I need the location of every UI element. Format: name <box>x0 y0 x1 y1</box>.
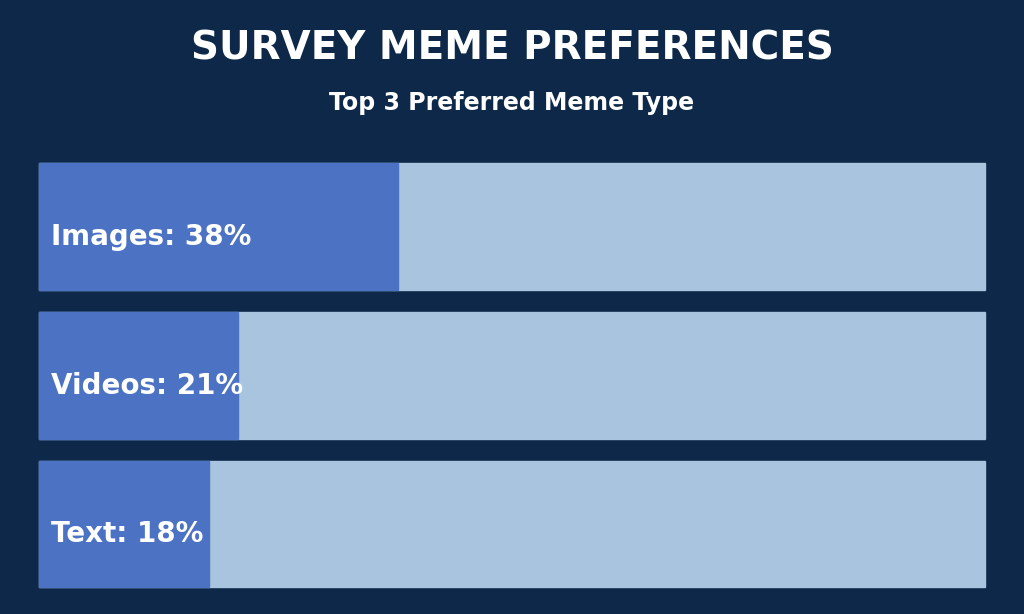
Bar <box>39 312 985 439</box>
Bar <box>39 460 209 588</box>
Bar <box>39 163 398 290</box>
Bar <box>39 163 985 290</box>
Text: Images: 38%: Images: 38% <box>51 223 252 251</box>
Bar <box>39 312 238 439</box>
Text: Text: 18%: Text: 18% <box>51 520 204 548</box>
Text: Top 3 Preferred Meme Type: Top 3 Preferred Meme Type <box>330 91 694 115</box>
Bar <box>39 460 985 588</box>
Text: Videos: 21%: Videos: 21% <box>51 371 244 400</box>
Text: SURVEY MEME PREFERENCES: SURVEY MEME PREFERENCES <box>190 30 834 68</box>
